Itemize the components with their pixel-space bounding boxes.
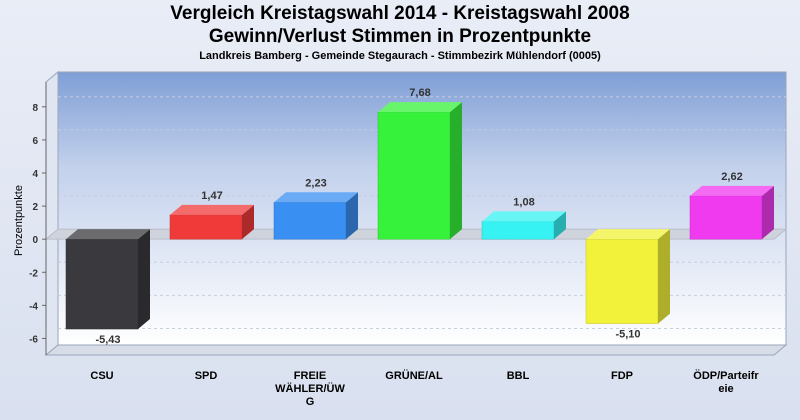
- chart-title-line1: Vergleich Kreistagswahl 2014 - Kreistags…: [170, 3, 630, 24]
- x-category-label: ÖDP/Parteifr: [693, 369, 759, 382]
- x-category-label: eie: [718, 383, 733, 395]
- y-tick-label: -6: [29, 334, 38, 345]
- bar-front: [377, 111, 451, 240]
- bar-side: [346, 192, 358, 240]
- bar-side: [554, 211, 566, 240]
- plot-left-wall: [45, 70, 59, 357]
- bar-top: [274, 192, 358, 203]
- bar-side: [242, 204, 254, 240]
- y-tick-label: -2: [29, 268, 38, 279]
- bar-value-label: 2,23: [305, 177, 326, 189]
- bar-top: [482, 211, 566, 222]
- bar-top: [170, 204, 254, 215]
- bar-value-label: 1,08: [513, 196, 534, 208]
- bar-top: [66, 229, 150, 240]
- bar-side: [762, 185, 774, 240]
- bar-front: [65, 238, 139, 330]
- y-tick-label: 2: [32, 202, 38, 213]
- bar-side: [658, 229, 670, 324]
- y-tick-label: 0: [32, 235, 38, 246]
- chart-title-line2: Gewinn/Verlust Stimmen in Prozentpunkte: [208, 26, 592, 47]
- x-category-label: FREIE: [294, 370, 326, 382]
- x-category-label: CSU: [90, 370, 113, 382]
- bar-value-label: -5,10: [615, 329, 640, 341]
- x-category-label: BBL: [507, 370, 530, 382]
- bar-front: [689, 195, 763, 240]
- x-category-label: G: [306, 396, 315, 408]
- bar-front: [169, 214, 243, 240]
- bar-value-label: 2,62: [721, 171, 742, 183]
- y-tick-label: 8: [32, 103, 38, 114]
- y-tick-label: 4: [32, 169, 38, 180]
- x-category-label: GRÜNE/AL: [385, 369, 443, 382]
- bar-value-label: 7,68: [409, 87, 430, 99]
- bar-front: [481, 221, 555, 240]
- x-category-label: WÄHLER/ÜW: [275, 382, 345, 395]
- bar-front: [585, 238, 659, 324]
- bar-top: [378, 102, 462, 113]
- bar-front: [273, 202, 347, 240]
- bar-value-label: -5,43: [95, 334, 120, 346]
- plot-floor: [44, 344, 788, 356]
- chart-subtitle: Landkreis Bamberg - Gemeinde Stegaurach …: [199, 50, 601, 62]
- y-tick-label: -4: [29, 301, 38, 312]
- x-category-label: FDP: [611, 370, 633, 382]
- bar-side: [450, 102, 462, 240]
- y-tick-label: 6: [32, 136, 38, 147]
- x-category-label: SPD: [195, 370, 218, 382]
- bar-top: [690, 185, 774, 196]
- bar-side: [138, 229, 150, 330]
- bar-value-label: 1,47: [201, 190, 222, 202]
- y-axis-title: Prozentpunkte: [13, 185, 25, 256]
- bar-top: [586, 229, 670, 240]
- chart-header: Vergleich Kreistagswahl 2014 - Kreistags…: [0, 2, 800, 62]
